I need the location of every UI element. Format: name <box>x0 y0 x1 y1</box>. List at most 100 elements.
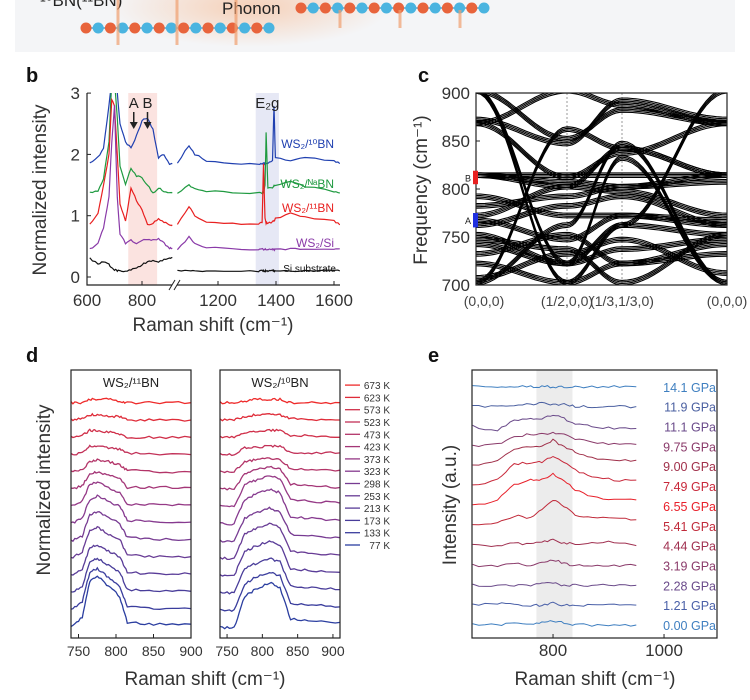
d-series-line <box>220 444 340 457</box>
c-phonon-band <box>476 238 727 278</box>
d-xtick-label: 800 <box>251 643 275 659</box>
c-phonon-band <box>476 182 727 208</box>
b-xtick-label: 1600 <box>315 291 353 310</box>
d-series-line <box>220 506 340 543</box>
d-series-line <box>71 428 191 440</box>
d-series-line <box>71 575 191 628</box>
atom <box>129 22 141 34</box>
b-arrow-head <box>143 122 152 129</box>
d-series-line <box>220 557 340 595</box>
d-series-line <box>71 544 191 576</box>
c-phonon-band <box>476 97 727 142</box>
c-phonon-band <box>476 241 727 281</box>
atom <box>356 2 368 14</box>
e-series-line <box>472 401 637 409</box>
d-series-line <box>71 525 191 559</box>
e-legend-label: 0.00 GPa <box>663 619 716 633</box>
d-series-group <box>220 397 340 630</box>
c-phonon-band <box>476 120 727 176</box>
atom <box>263 22 275 34</box>
c-phonon-band <box>484 93 727 141</box>
d-xtick-label: 850 <box>286 643 310 659</box>
e-legend-label: 11.1 GPa <box>664 421 716 435</box>
c-mode-label: B <box>465 173 471 183</box>
c-phonon-band <box>476 93 727 125</box>
c-xtick-label: (1/2,0,0) <box>541 293 593 309</box>
b-axis-break-mark <box>173 279 181 291</box>
e-xlabel: Raman shift (cm⁻¹) <box>515 669 676 690</box>
c-xtick-label: (0,0,0) <box>464 293 504 309</box>
atom <box>92 22 104 34</box>
d-series-line <box>71 458 191 474</box>
b-series-line <box>89 93 173 194</box>
b-series-group <box>89 93 340 273</box>
c-mode-label: A <box>465 216 471 226</box>
atom <box>478 2 490 14</box>
b-series-line <box>177 132 340 195</box>
d-ylabel: Normalized intensity <box>34 404 55 576</box>
c-phonon-band <box>476 198 727 228</box>
atom <box>190 22 202 34</box>
c-phonon-band <box>476 214 727 240</box>
c-phonon-band <box>476 98 727 144</box>
c-ylabel: Frequency (cm⁻¹) <box>411 115 432 264</box>
atom <box>319 2 331 14</box>
d-series-line <box>220 571 340 612</box>
b-annotation: A <box>129 95 139 112</box>
d-series-line <box>220 581 340 630</box>
b-legend-label: WS₂/¹¹BN <box>282 201 334 215</box>
c-phonon-band <box>476 102 727 147</box>
d-series-line <box>71 557 191 593</box>
e-legend-label: 11.9 GPa <box>664 401 716 415</box>
d-xlabel: Raman shift (cm⁻¹) <box>125 669 286 690</box>
c-phonon-band <box>476 241 727 281</box>
atom <box>344 2 356 14</box>
d-series-line <box>71 566 191 610</box>
b-legend-label: WS₂/ᴺᵃBN <box>280 177 334 191</box>
atom <box>368 2 380 14</box>
e-series-line <box>472 581 637 587</box>
material-label: ¹⁰BN(¹¹BN) <box>40 0 122 10</box>
c-phonon-band <box>476 93 727 124</box>
e-series-line <box>472 414 637 432</box>
e-series-line <box>472 601 637 607</box>
e-legend-label: 1.21 GPa <box>663 599 716 613</box>
d-legend-label: 473 K <box>364 430 390 441</box>
c-phonon-band <box>476 183 727 209</box>
b-axis-break-mark <box>168 279 176 291</box>
c-phonon-band <box>476 100 727 145</box>
d-series-line <box>71 412 191 422</box>
d-series-line <box>220 522 340 561</box>
d-series-line <box>71 444 191 456</box>
c-phonon-band <box>476 193 727 224</box>
atom <box>141 22 153 34</box>
c-phonon-band <box>476 146 727 187</box>
e-legend-label: 3.19 GPa <box>663 559 716 573</box>
panel-label-c: c <box>418 65 429 87</box>
c-phonon-band <box>476 234 727 265</box>
b-legend-label: WS₂/¹⁰BN <box>281 137 334 151</box>
atom <box>454 2 466 14</box>
c-mode-marker <box>473 170 478 185</box>
c-bands-group <box>476 93 727 285</box>
atom <box>104 22 116 34</box>
atom <box>466 2 478 14</box>
e-series-line <box>472 431 637 448</box>
atom <box>165 22 177 34</box>
d-series-line <box>220 465 340 491</box>
d-legend-label: 623 K <box>364 393 390 404</box>
d-legend-label: 673 K <box>364 381 390 392</box>
c-ytick-label: 700 <box>442 276 470 295</box>
c-phonon-band <box>476 215 727 241</box>
d-series-line <box>71 481 191 507</box>
c-phonon-band <box>476 194 727 225</box>
d-xtick-label: 800 <box>104 643 128 659</box>
c-phonon-band <box>476 244 727 285</box>
c-phonon-band <box>476 148 727 189</box>
d-legend-label: 323 K <box>364 467 390 478</box>
e-series-line <box>472 472 637 506</box>
atom <box>429 2 441 14</box>
c-phonon-band <box>476 180 727 206</box>
atom <box>239 22 251 34</box>
